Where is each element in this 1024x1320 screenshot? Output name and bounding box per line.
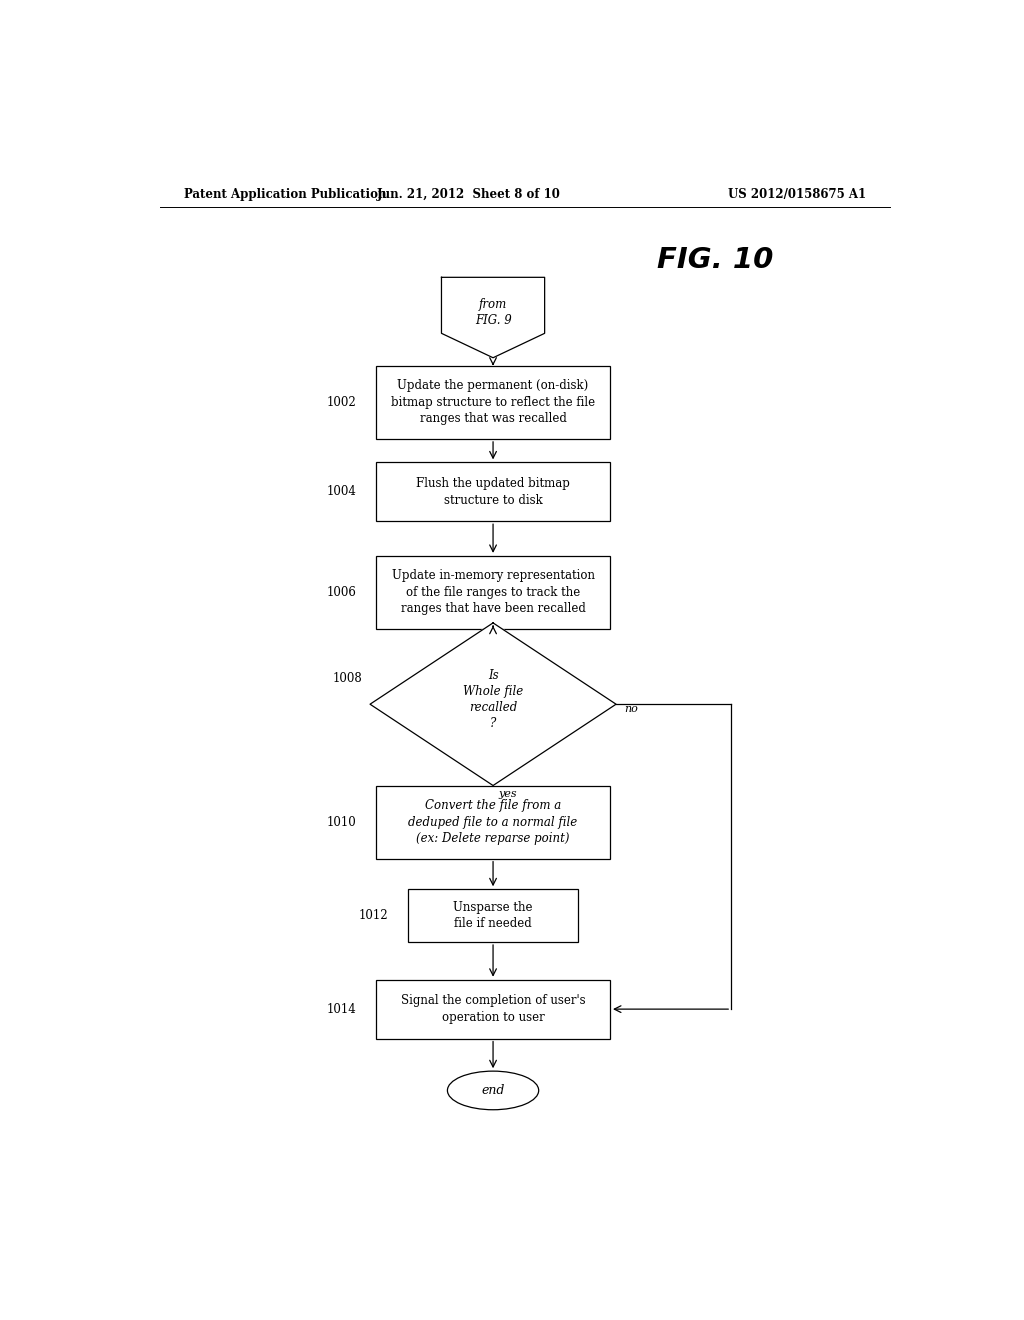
Text: Convert the file from a
deduped file to a normal file
(ex: Delete reparse point): Convert the file from a deduped file to …: [409, 799, 578, 845]
Text: end: end: [481, 1084, 505, 1097]
FancyBboxPatch shape: [376, 979, 610, 1039]
Text: Update the permanent (on-disk)
bitmap structure to reflect the file
ranges that : Update the permanent (on-disk) bitmap st…: [391, 379, 595, 425]
Ellipse shape: [447, 1071, 539, 1110]
Polygon shape: [370, 623, 616, 785]
Text: 1014: 1014: [327, 1003, 356, 1015]
FancyBboxPatch shape: [376, 366, 610, 440]
Text: Unsparse the
file if needed: Unsparse the file if needed: [454, 900, 532, 931]
FancyBboxPatch shape: [376, 785, 610, 859]
Text: yes: yes: [498, 788, 517, 799]
Text: US 2012/0158675 A1: US 2012/0158675 A1: [728, 189, 866, 202]
Text: no: no: [624, 705, 638, 714]
Polygon shape: [441, 277, 545, 358]
Text: 1010: 1010: [327, 816, 356, 829]
Text: Patent Application Publication: Patent Application Publication: [183, 189, 386, 202]
Text: 1002: 1002: [327, 396, 356, 409]
Text: Update in-memory representation
of the file ranges to track the
ranges that have: Update in-memory representation of the f…: [391, 569, 595, 615]
Text: 1012: 1012: [358, 909, 388, 923]
Text: Is
Whole file
recalled
?: Is Whole file recalled ?: [463, 669, 523, 730]
FancyBboxPatch shape: [376, 462, 610, 521]
FancyBboxPatch shape: [376, 556, 610, 630]
Text: from
FIG. 9: from FIG. 9: [475, 298, 511, 327]
Text: Signal the completion of user's
operation to user: Signal the completion of user's operatio…: [400, 994, 586, 1024]
Text: 1008: 1008: [333, 672, 362, 685]
Text: Jun. 21, 2012  Sheet 8 of 10: Jun. 21, 2012 Sheet 8 of 10: [377, 189, 561, 202]
Text: Flush the updated bitmap
structure to disk: Flush the updated bitmap structure to di…: [416, 477, 570, 507]
Text: FIG. 10: FIG. 10: [657, 246, 773, 275]
FancyBboxPatch shape: [408, 890, 579, 942]
Text: 1006: 1006: [327, 586, 356, 599]
Text: 1004: 1004: [327, 486, 356, 498]
